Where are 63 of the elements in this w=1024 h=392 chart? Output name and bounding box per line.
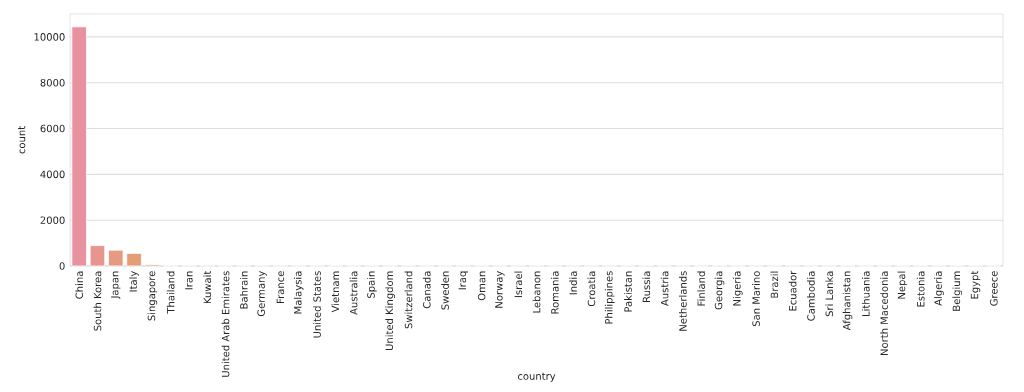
x-tick-label: Philippines bbox=[604, 271, 615, 324]
x-tick-label: China bbox=[75, 271, 84, 299]
x-tick-label: Italy bbox=[129, 270, 139, 292]
x-tick-label: Norway bbox=[495, 270, 505, 308]
x-tick-label: France bbox=[276, 271, 285, 303]
bar bbox=[108, 249, 124, 267]
y-tick-label: 10000 bbox=[34, 33, 65, 41]
x-tick-label: Sweden bbox=[441, 271, 449, 310]
x-tick-label: Finland bbox=[697, 271, 706, 306]
x-tick-label: Russia bbox=[642, 271, 651, 302]
x-tick-label: Australia bbox=[349, 271, 358, 315]
x-tick-label: Croatia bbox=[587, 271, 596, 307]
x-tick-label: India bbox=[569, 271, 577, 295]
x-tick-label: Georgia bbox=[714, 271, 725, 310]
x-tick-label: Oman bbox=[477, 271, 486, 301]
x-tick-label: Lebanon bbox=[532, 271, 541, 313]
x-tick-label: Pakistan bbox=[624, 271, 632, 312]
x-tick-label: Brazil bbox=[770, 271, 779, 298]
x-tick-label: Singapore bbox=[147, 271, 158, 321]
x-tick-label: United States bbox=[313, 271, 321, 338]
x-axis-title: country bbox=[517, 372, 556, 382]
x-tick-label: Ecuador bbox=[788, 270, 797, 311]
x-tick-label: Malaysia bbox=[293, 271, 304, 314]
y-tick-label: 4000 bbox=[40, 170, 65, 179]
x-tick-label: Greece bbox=[990, 271, 998, 306]
x-tick-label: Canada bbox=[422, 271, 431, 309]
x-tick-label: Germany bbox=[257, 270, 267, 317]
x-tick-label: North Macedonia bbox=[880, 271, 888, 355]
bar bbox=[89, 245, 106, 267]
x-tick-label: Sri Lanka bbox=[825, 271, 834, 317]
bar bbox=[126, 252, 142, 267]
x-tick-label: Vietnam bbox=[331, 271, 340, 313]
x-tick-label: Israel bbox=[514, 271, 523, 298]
bar bbox=[71, 26, 87, 267]
y-tick-label: 2000 bbox=[40, 216, 65, 224]
x-tick-label: Lithuania bbox=[861, 271, 870, 317]
x-tick-label: Egypt bbox=[970, 270, 981, 299]
x-tick-label: Estonia bbox=[916, 271, 925, 307]
x-tick-label: Algeria bbox=[934, 271, 944, 306]
y-axis-title: count bbox=[18, 126, 26, 154]
x-tick-label: Cambodia bbox=[807, 271, 815, 321]
x-tick-label: Nigeria bbox=[732, 271, 743, 306]
x-tick-label: Japan bbox=[111, 271, 121, 300]
y-tick-label: 6000 bbox=[40, 124, 65, 133]
x-tick-label: Austria bbox=[660, 271, 669, 306]
x-tick-label: Kuwait bbox=[203, 270, 212, 304]
x-tick-label: Afghanistan bbox=[842, 271, 853, 331]
y-tick-label: 8000 bbox=[40, 78, 65, 87]
x-tick-label: United Kingdom bbox=[385, 271, 395, 351]
x-tick-label: Switzerland bbox=[404, 271, 413, 329]
x-tick-label: Bahrain bbox=[239, 271, 248, 309]
x-tick-label: Romania bbox=[550, 271, 559, 314]
x-tick-label: Iraq bbox=[458, 271, 468, 290]
x-tick-label: Thailand bbox=[166, 271, 175, 314]
x-tick-label: San Marino bbox=[752, 271, 760, 327]
x-tick-label: Iran bbox=[185, 271, 193, 290]
x-tick-label: South Korea bbox=[93, 271, 102, 331]
x-tick-label: Nepal bbox=[897, 271, 908, 299]
y-tick-label: 0 bbox=[59, 262, 65, 270]
x-tick-label: Belgium bbox=[952, 271, 963, 311]
x-tick-label: Spain bbox=[367, 271, 377, 298]
x-tick-label: Netherlands bbox=[678, 271, 687, 331]
x-tick-label: United Arab Emirates bbox=[221, 271, 230, 377]
